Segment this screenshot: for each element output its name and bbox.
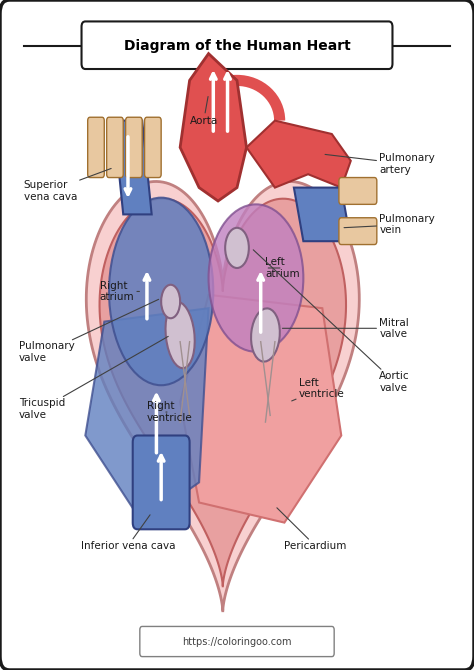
Text: Superior
vena cava: Superior vena cava: [24, 168, 111, 202]
Polygon shape: [85, 308, 209, 523]
Ellipse shape: [225, 228, 249, 268]
Polygon shape: [180, 54, 246, 201]
Ellipse shape: [251, 308, 280, 362]
Ellipse shape: [165, 302, 195, 368]
FancyBboxPatch shape: [126, 117, 142, 178]
Text: Aortic
valve: Aortic valve: [253, 250, 410, 393]
Text: Pulmonary
valve: Pulmonary valve: [19, 299, 159, 362]
FancyBboxPatch shape: [339, 218, 377, 245]
Text: Left
ventricle: Left ventricle: [292, 378, 345, 401]
FancyBboxPatch shape: [339, 178, 377, 204]
Text: Pericardium: Pericardium: [277, 508, 347, 551]
Polygon shape: [100, 199, 346, 586]
Ellipse shape: [109, 198, 213, 385]
FancyBboxPatch shape: [145, 117, 161, 178]
Polygon shape: [86, 182, 359, 611]
FancyBboxPatch shape: [88, 117, 104, 178]
Text: https://coloringoo.com: https://coloringoo.com: [182, 637, 292, 647]
Text: Right
atrium: Right atrium: [100, 281, 139, 302]
Polygon shape: [294, 188, 351, 241]
Text: Diagram of the Human Heart: Diagram of the Human Heart: [124, 39, 350, 52]
Polygon shape: [246, 121, 351, 188]
Text: Pulmonary
vein: Pulmonary vein: [344, 214, 435, 235]
Text: Aorta: Aorta: [190, 96, 218, 125]
Text: Right
ventricle: Right ventricle: [147, 401, 193, 423]
Text: Mitral
valve: Mitral valve: [283, 318, 409, 339]
Ellipse shape: [209, 204, 303, 352]
FancyBboxPatch shape: [133, 436, 190, 529]
Polygon shape: [180, 295, 341, 523]
FancyBboxPatch shape: [82, 21, 392, 69]
Text: Tricuspid
valve: Tricuspid valve: [19, 336, 168, 419]
Text: Left
atrium: Left atrium: [265, 257, 300, 279]
FancyBboxPatch shape: [140, 626, 334, 657]
Ellipse shape: [161, 285, 180, 318]
Polygon shape: [114, 121, 152, 214]
Text: Pulmonary
artery: Pulmonary artery: [325, 153, 435, 175]
Text: Inferior vena cava: Inferior vena cava: [81, 515, 175, 551]
FancyBboxPatch shape: [107, 117, 123, 178]
